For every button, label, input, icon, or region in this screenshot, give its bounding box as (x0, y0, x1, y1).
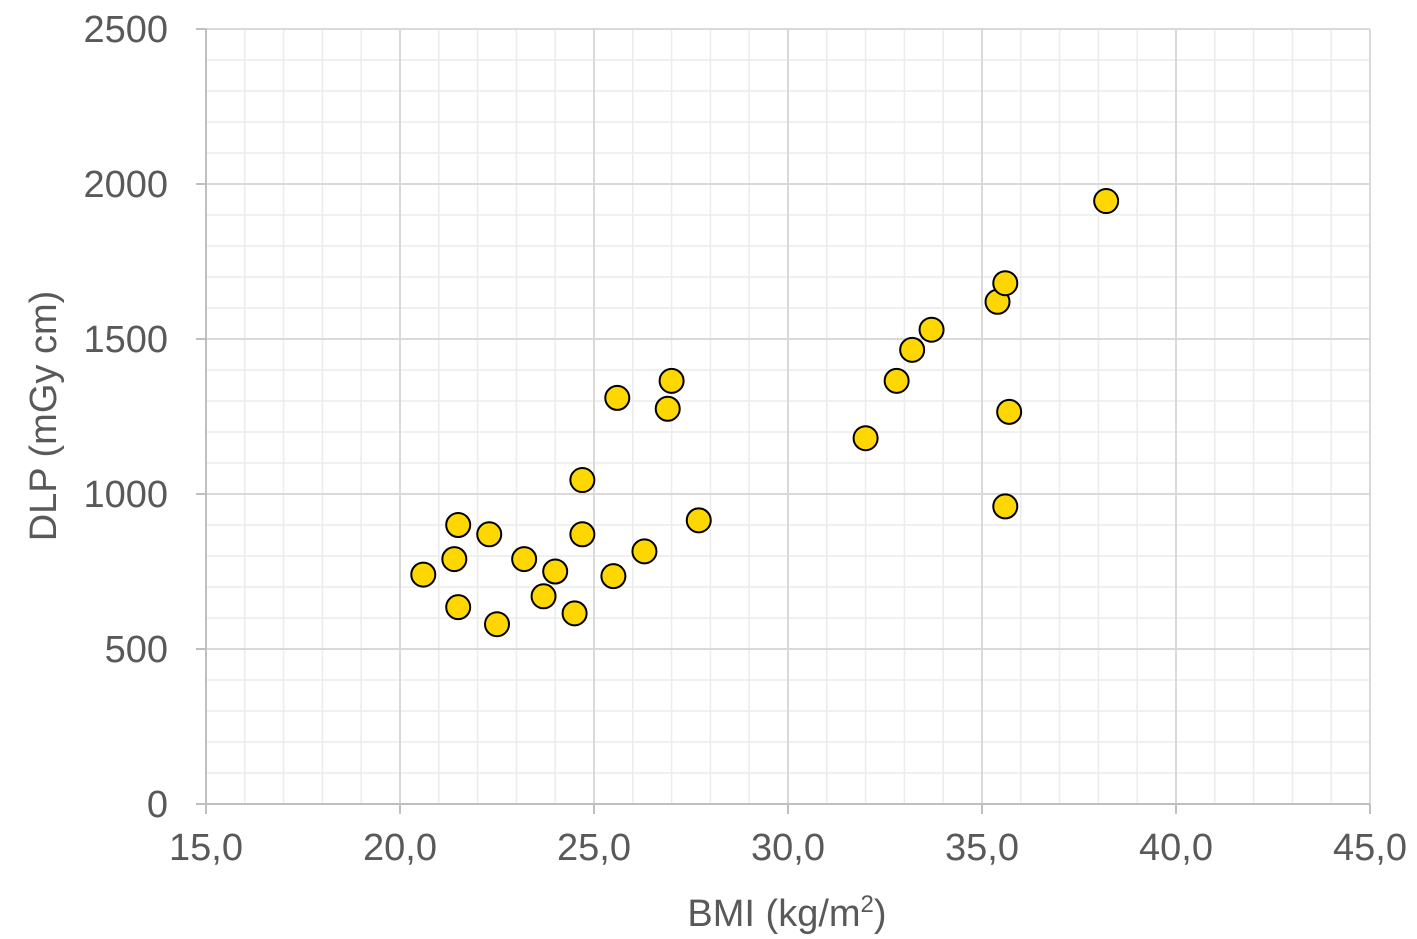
x-axis-title: BMI (kg/m2) (687, 891, 886, 935)
y-tick-label: 500 (105, 629, 168, 671)
data-point (569, 521, 596, 548)
data-point (445, 594, 472, 621)
x-tick-label: 30,0 (751, 827, 825, 869)
data-point (561, 600, 588, 627)
x-axis-title-main: BMI (kg/m (687, 893, 860, 935)
x-tick-label: 20,0 (363, 827, 437, 869)
data-point (600, 563, 627, 590)
x-tick-label: 35,0 (945, 827, 1019, 869)
data-point (899, 336, 926, 363)
data-point (631, 538, 658, 565)
y-axis-title: DLP (mGy cm) (23, 291, 65, 542)
x-tick-labels: 15,0 20,0 25,0 30,0 35,0 40,0 45,0 (169, 827, 1407, 869)
data-point (852, 425, 879, 452)
y-tick-labels: 0 500 1000 1500 2000 2500 (83, 9, 168, 826)
major-grid (205, 28, 1371, 805)
y-tick-label: 0 (147, 784, 168, 826)
data-point (992, 493, 1019, 520)
data-point (476, 521, 503, 548)
axes (196, 28, 1371, 814)
data-point (530, 583, 557, 610)
x-tick-label: 25,0 (557, 827, 631, 869)
data-point (511, 546, 538, 573)
y-tick-label: 2500 (83, 9, 168, 51)
x-tick-label: 45,0 (1333, 827, 1407, 869)
x-axis-title-superscript: 2 (861, 891, 874, 918)
data-point (658, 367, 685, 394)
data-point (992, 270, 1019, 297)
data-points (410, 188, 1120, 638)
data-point (654, 395, 681, 422)
data-point (484, 611, 510, 638)
y-tick-label: 1500 (83, 319, 168, 361)
y-tick-label: 1000 (83, 474, 168, 516)
data-point (569, 467, 596, 494)
x-tick-label: 15,0 (169, 827, 243, 869)
data-point (441, 546, 468, 573)
data-point (918, 316, 945, 343)
data-point (410, 561, 437, 588)
data-point (445, 512, 472, 538)
data-point (883, 367, 910, 394)
data-point (542, 558, 569, 585)
data-point (604, 384, 631, 411)
data-point (1093, 188, 1120, 215)
y-tick-label: 2000 (83, 164, 168, 206)
x-axis-title-end: ) (874, 893, 887, 935)
x-tick-label: 40,0 (1139, 827, 1213, 869)
data-point (685, 507, 712, 534)
data-point (996, 398, 1023, 425)
